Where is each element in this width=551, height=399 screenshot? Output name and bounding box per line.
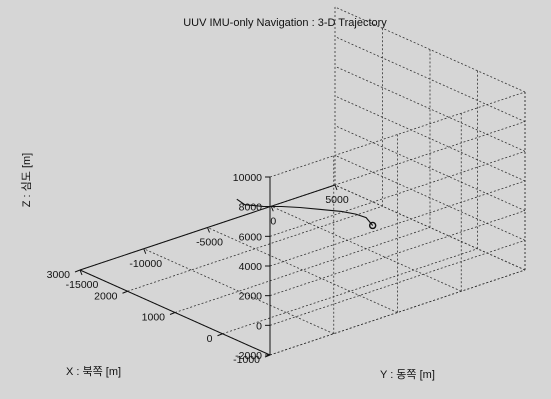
chart-title: UUV IMU-only Navigation : 3-D Trajectory xyxy=(183,17,387,29)
x-tick-label: 2000 xyxy=(94,290,118,302)
x-tick-label: 3000 xyxy=(47,269,71,281)
z-tick-label: 2000 xyxy=(239,291,263,303)
floor-grid-line xyxy=(127,205,383,292)
x-tick-label: -1000 xyxy=(233,354,260,366)
side-wall-grid-line xyxy=(334,125,526,212)
x-tick-label: 1000 xyxy=(142,312,166,324)
axes-box xyxy=(79,177,336,356)
back-wall-grid-line xyxy=(269,239,526,326)
back-wall-grid-line xyxy=(269,210,526,297)
side-wall-grid-line xyxy=(334,154,526,241)
back-wall-grid-line xyxy=(269,180,526,267)
side-wall-grid-line xyxy=(334,95,526,182)
floor-grid-line xyxy=(271,205,462,292)
floor-grid-line xyxy=(174,227,431,313)
y-tick-label: 5000 xyxy=(325,194,349,206)
y-tick-label: -15000 xyxy=(66,279,99,291)
y-tick-mark xyxy=(334,184,338,191)
y-tick-mark xyxy=(143,248,147,254)
x-tick-mark xyxy=(169,312,176,315)
floor-grid-line xyxy=(143,248,334,335)
tick-labels: -10000100020003000-15000-10000-500005000… xyxy=(47,172,349,366)
y-axis-label: Y : 동쪽 [m] xyxy=(380,368,435,381)
y-tick-mark xyxy=(207,227,210,233)
data-marks xyxy=(236,198,377,230)
z-tick-label: 0 xyxy=(256,320,262,332)
z-axis-label: Z : 심도 [m] xyxy=(20,153,33,207)
y-tick-mark xyxy=(79,269,83,276)
z-tick-label: 4000 xyxy=(239,261,263,273)
x-tick-label: 0 xyxy=(207,333,213,345)
floor-grid-line xyxy=(222,248,478,335)
side-wall-grid-line xyxy=(334,36,526,123)
back-wall-grid-line xyxy=(269,150,526,237)
grid-lines xyxy=(79,6,526,356)
x-tick-mark xyxy=(217,333,223,337)
y-tick-mark xyxy=(270,206,274,212)
y-tick-label: 0 xyxy=(270,215,276,227)
y-tick-label: -5000 xyxy=(196,237,223,249)
back-wall-grid-line xyxy=(269,91,526,178)
x-tick-mark xyxy=(122,290,128,294)
x-tick-mark xyxy=(74,269,81,273)
trajectory-line xyxy=(236,198,374,226)
side-wall-grid-line xyxy=(334,65,526,152)
z-tick-label: -2000 xyxy=(235,350,262,362)
side-wall-grid-line xyxy=(334,184,526,271)
z-tick-label: 10000 xyxy=(233,172,262,184)
trajectory-end-marker xyxy=(368,221,377,230)
side-wall-grid-line xyxy=(334,6,526,93)
floor-grid-line xyxy=(207,227,398,313)
z-tick-label: 6000 xyxy=(239,231,263,243)
back-wall-grid-line xyxy=(269,269,526,356)
x-axis-label: X : 북쪽 [m] xyxy=(66,365,121,378)
y-tick-label: -10000 xyxy=(129,258,162,270)
